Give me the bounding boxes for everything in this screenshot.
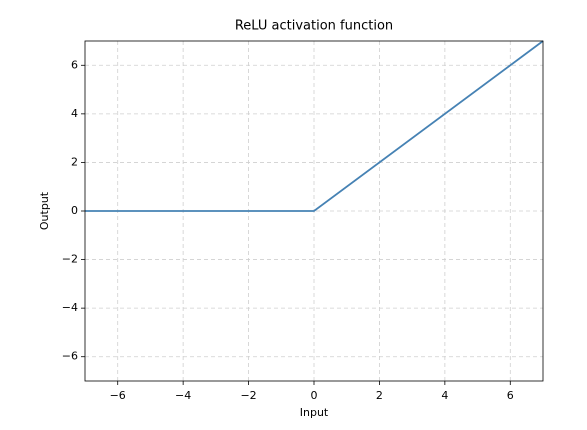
x-tick-label: −4 bbox=[175, 389, 191, 402]
y-tick-label: 0 bbox=[71, 204, 78, 217]
x-tick-label: 2 bbox=[376, 389, 383, 402]
y-tick-label: −4 bbox=[62, 301, 78, 314]
chart-title: ReLU activation function bbox=[235, 19, 393, 34]
y-axis-label: Output bbox=[38, 191, 51, 230]
y-tick-label: −2 bbox=[62, 253, 78, 266]
y-tick-label: 2 bbox=[71, 155, 78, 168]
y-tick-label: −6 bbox=[62, 350, 78, 363]
x-tick-label: 0 bbox=[311, 389, 318, 402]
data-line bbox=[85, 40, 544, 212]
x-tick-label: 6 bbox=[507, 389, 514, 402]
x-tick-label: −6 bbox=[110, 389, 126, 402]
y-tick-label: 4 bbox=[71, 107, 78, 120]
x-tick-label: −2 bbox=[240, 389, 256, 402]
x-axis-label: Input bbox=[300, 406, 329, 419]
x-tick-label: 4 bbox=[441, 389, 448, 402]
plot-frame bbox=[84, 40, 544, 382]
y-tick-label: 6 bbox=[71, 58, 78, 71]
